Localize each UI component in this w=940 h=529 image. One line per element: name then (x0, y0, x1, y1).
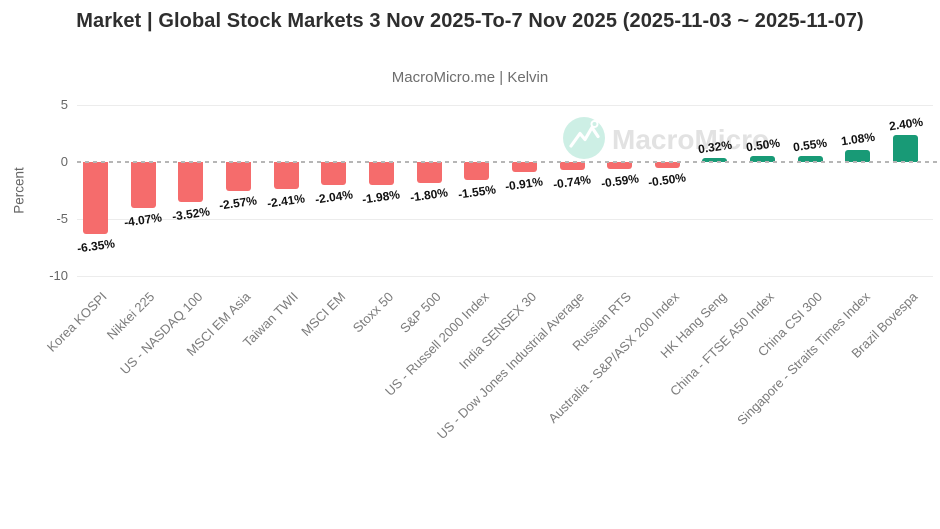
value-label: 2.40% (887, 114, 924, 133)
bar-China CSI 300[interactable] (797, 155, 823, 162)
y-tick-label: 5 (60, 97, 68, 112)
y-tick-label: -10 (49, 268, 68, 283)
bar-S&P 500[interactable] (416, 162, 442, 183)
bar-Taiwan TWII[interactable] (273, 162, 299, 190)
bar-Russian RTS[interactable] (607, 162, 633, 169)
bar-MSCI EM[interactable] (321, 162, 347, 186)
bar-Brazil Bovespa[interactable] (893, 134, 919, 162)
category-label: US - NASDAQ 100 (117, 289, 206, 378)
zero-gridline (77, 161, 938, 163)
bar-Stoxx 50[interactable] (368, 162, 394, 185)
bar-Korea KOSPI[interactable] (83, 162, 108, 235)
gridline (77, 219, 933, 220)
bar-Australia - S&P/ASX 200 Index[interactable] (654, 162, 680, 168)
bar-US - Dow Jones Industrial Average[interactable] (559, 162, 585, 171)
macromicro-logo-zigzag-icon (569, 125, 600, 148)
category-label: MSCI EM (298, 289, 349, 339)
macromicro-watermark: MacroMicro (563, 117, 769, 159)
y-tick-label: -5 (56, 211, 68, 226)
bar-HK Hang Seng[interactable] (702, 158, 728, 162)
page-title: Market | Global Stock Markets 3 Nov 2025… (76, 10, 864, 32)
bar-US - NASDAQ 100[interactable] (178, 162, 204, 203)
bar-India SENSEX 30[interactable] (511, 162, 537, 173)
category-label: Stoxx 50 (349, 289, 396, 336)
gridline (77, 105, 933, 106)
category-label: S&P 500 (396, 289, 444, 336)
category-label: Korea KOSPI (44, 289, 111, 355)
bar-Singapore - Straits Times Index[interactable] (845, 149, 871, 162)
bar-China - FTSE A50 Index[interactable] (750, 156, 776, 162)
bar-Nikkei 225[interactable] (130, 162, 156, 209)
bar-US - Russell 2000 Index[interactable] (464, 162, 490, 180)
y-tick-label: 0 (60, 154, 68, 169)
value-label: -6.35% (75, 236, 116, 256)
watermark-text: MacroMicro (612, 124, 769, 155)
gridline (77, 276, 933, 277)
page-subtitle: MacroMicro.me | Kelvin (391, 69, 549, 86)
macromicro-logo-dot-icon (590, 120, 599, 128)
bar-MSCI EM Asia[interactable] (225, 162, 251, 192)
